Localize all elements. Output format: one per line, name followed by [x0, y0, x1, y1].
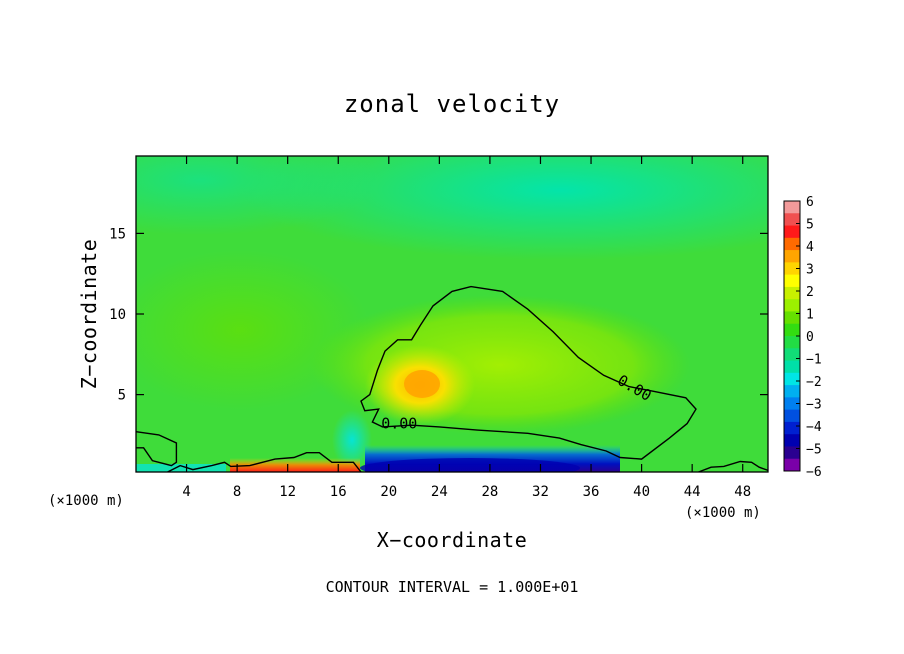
x-axis-ticks: 4 8 12 16 20 24 28 32 36 40 44 48: [182, 156, 751, 500]
velocity-field: [136, 156, 768, 472]
x-tick-label: 20: [380, 484, 397, 500]
colorbar-tick-label: −4: [806, 420, 822, 435]
x-tick-label: 44: [684, 484, 701, 500]
y-axis-ticks: 5 10 15: [109, 226, 768, 404]
x-tick-label: 28: [481, 484, 498, 500]
x-axis-unit-left: (×1000 m): [48, 493, 124, 509]
colorbar-swatch: [784, 250, 800, 263]
x-tick-label: 48: [734, 484, 751, 500]
colorbar-swatch: [784, 262, 800, 276]
x-tick-label: 16: [330, 484, 347, 500]
colorbar: [783, 200, 801, 472]
x-axis-label: X−coordinate: [377, 528, 528, 552]
contour-zero-upper: [360, 285, 697, 460]
colorbar-swatch: [784, 336, 800, 349]
colorbar-swatch: [784, 237, 800, 251]
colorbar-ticks: 6 5 4 3 2 1 0 −1 −2 −3 −4 −5 −6: [796, 195, 822, 480]
colorbar-swatch: [784, 299, 800, 312]
field-surface-positive: [230, 458, 360, 472]
contour-interval-note: CONTOUR INTERVAL = 1.000E+01: [326, 578, 579, 596]
field-surface-cyan: [136, 464, 226, 472]
x-tick-label: 8: [233, 484, 241, 500]
colorbar-swatch: [784, 311, 800, 325]
colorbar-tick-label: 2: [806, 285, 814, 300]
colorbar-swatch: [784, 225, 800, 239]
colorbar-tick-label: 3: [806, 263, 814, 278]
x-tick-label: 4: [182, 484, 190, 500]
contour-label: 0.00: [381, 414, 417, 432]
contour-zero-surface: [167, 452, 362, 472]
field-cyan-patch: [332, 410, 372, 470]
colorbar-tick-label: 1: [806, 308, 814, 323]
colorbar-tick-label: 5: [806, 218, 814, 233]
x-axis-unit-right: (×1000 m): [685, 505, 761, 521]
colorbar-swatch: [784, 458, 800, 472]
x-tick-label: 40: [633, 484, 650, 500]
x-tick-label: 12: [279, 484, 296, 500]
y-axis-label: Z−coordinate: [77, 239, 101, 390]
field-mid-lobe: [310, 295, 690, 435]
colorbar-tick-label: 0: [806, 330, 814, 345]
colorbar-swatch: [784, 434, 800, 447]
colorbar-tick-label: −1: [806, 353, 822, 368]
x-tick-label: 32: [532, 484, 549, 500]
colorbar-swatch: [784, 421, 800, 435]
x-tick-label: 24: [431, 484, 448, 500]
colorbar-swatch: [784, 446, 800, 460]
colorbar-swatch: [784, 385, 800, 398]
colorbar-swatch: [784, 372, 800, 386]
colorbar-swatch: [784, 286, 800, 300]
contour-lines: [136, 285, 768, 472]
field-core-max: [404, 370, 440, 398]
colorbar-swatch: [784, 213, 800, 227]
colorbar-tick-label: 6: [806, 195, 814, 210]
x-tick-label: 36: [583, 484, 600, 500]
y-tick-label: 15: [109, 226, 126, 242]
colorbar-tick-label: −6: [806, 465, 822, 480]
colorbar-swatch: [784, 201, 800, 214]
colorbar-tick-label: −3: [806, 398, 822, 413]
colorbar-tick-label: −2: [806, 375, 822, 390]
colorbar-swatch: [784, 397, 800, 411]
colorbar-swatch: [784, 409, 800, 423]
field-surface-negative-core: [360, 458, 580, 472]
y-tick-label: 10: [109, 307, 126, 323]
contour-zero-left: [136, 431, 178, 467]
chart-title: zonal velocity: [344, 90, 560, 118]
colorbar-swatch: [784, 274, 800, 288]
colorbar-swatch: [784, 360, 800, 374]
field-upper-left: [136, 156, 380, 235]
contour-zero-right: [698, 460, 768, 472]
colorbar-swatch: [784, 323, 800, 337]
colorbar-tick-label: −5: [806, 443, 822, 458]
colorbar-swatch: [784, 348, 800, 362]
y-tick-label: 5: [118, 388, 126, 404]
colorbar-tick-label: 4: [806, 240, 814, 255]
